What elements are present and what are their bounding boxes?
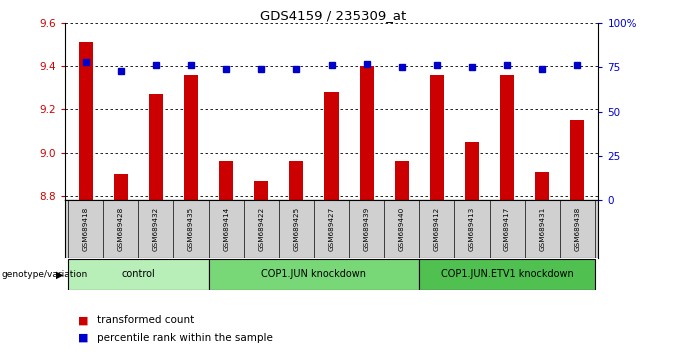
Text: GSM689425: GSM689425 [293, 207, 299, 251]
Bar [500, 75, 514, 200]
Bar [324, 92, 339, 200]
Text: GSM689431: GSM689431 [539, 207, 545, 251]
Text: GSM689414: GSM689414 [223, 207, 229, 251]
Bar [571, 120, 584, 200]
Text: GSM689440: GSM689440 [398, 207, 405, 251]
Text: GSM689428: GSM689428 [118, 207, 124, 251]
Text: GSM689412: GSM689412 [434, 207, 440, 251]
Text: percentile rank within the sample: percentile rank within the sample [97, 333, 273, 343]
Bar [68, 259, 209, 290]
Text: GSM689435: GSM689435 [188, 207, 194, 251]
Bar [430, 75, 444, 200]
Bar [535, 172, 549, 200]
Bar [209, 259, 420, 290]
Text: GSM689432: GSM689432 [153, 207, 159, 251]
Text: GDS4159 / 235309_at: GDS4159 / 235309_at [260, 9, 407, 22]
Bar [394, 161, 409, 200]
Bar [149, 94, 163, 200]
Text: GSM689418: GSM689418 [83, 207, 88, 251]
Bar [420, 259, 595, 290]
Bar [114, 174, 128, 200]
Text: COP1.JUN.ETV1 knockdown: COP1.JUN.ETV1 knockdown [441, 269, 573, 279]
Bar [465, 142, 479, 200]
Text: ■: ■ [78, 315, 88, 325]
Text: COP1.JUN knockdown: COP1.JUN knockdown [261, 269, 367, 279]
Bar [219, 161, 233, 200]
Text: GSM689417: GSM689417 [504, 207, 510, 251]
Text: control: control [122, 269, 155, 279]
Text: GSM689413: GSM689413 [469, 207, 475, 251]
Bar [360, 66, 373, 200]
Text: GSM689422: GSM689422 [258, 207, 265, 251]
Text: GSM689439: GSM689439 [364, 207, 370, 251]
Text: GSM689427: GSM689427 [328, 207, 335, 251]
Bar [290, 161, 303, 200]
Text: transformed count: transformed count [97, 315, 194, 325]
Text: genotype/variation: genotype/variation [1, 270, 88, 279]
Text: ▶: ▶ [56, 269, 64, 279]
Bar [254, 181, 269, 200]
Bar [184, 75, 198, 200]
Text: GSM689438: GSM689438 [575, 207, 580, 251]
Bar [79, 42, 92, 200]
Text: ■: ■ [78, 333, 88, 343]
